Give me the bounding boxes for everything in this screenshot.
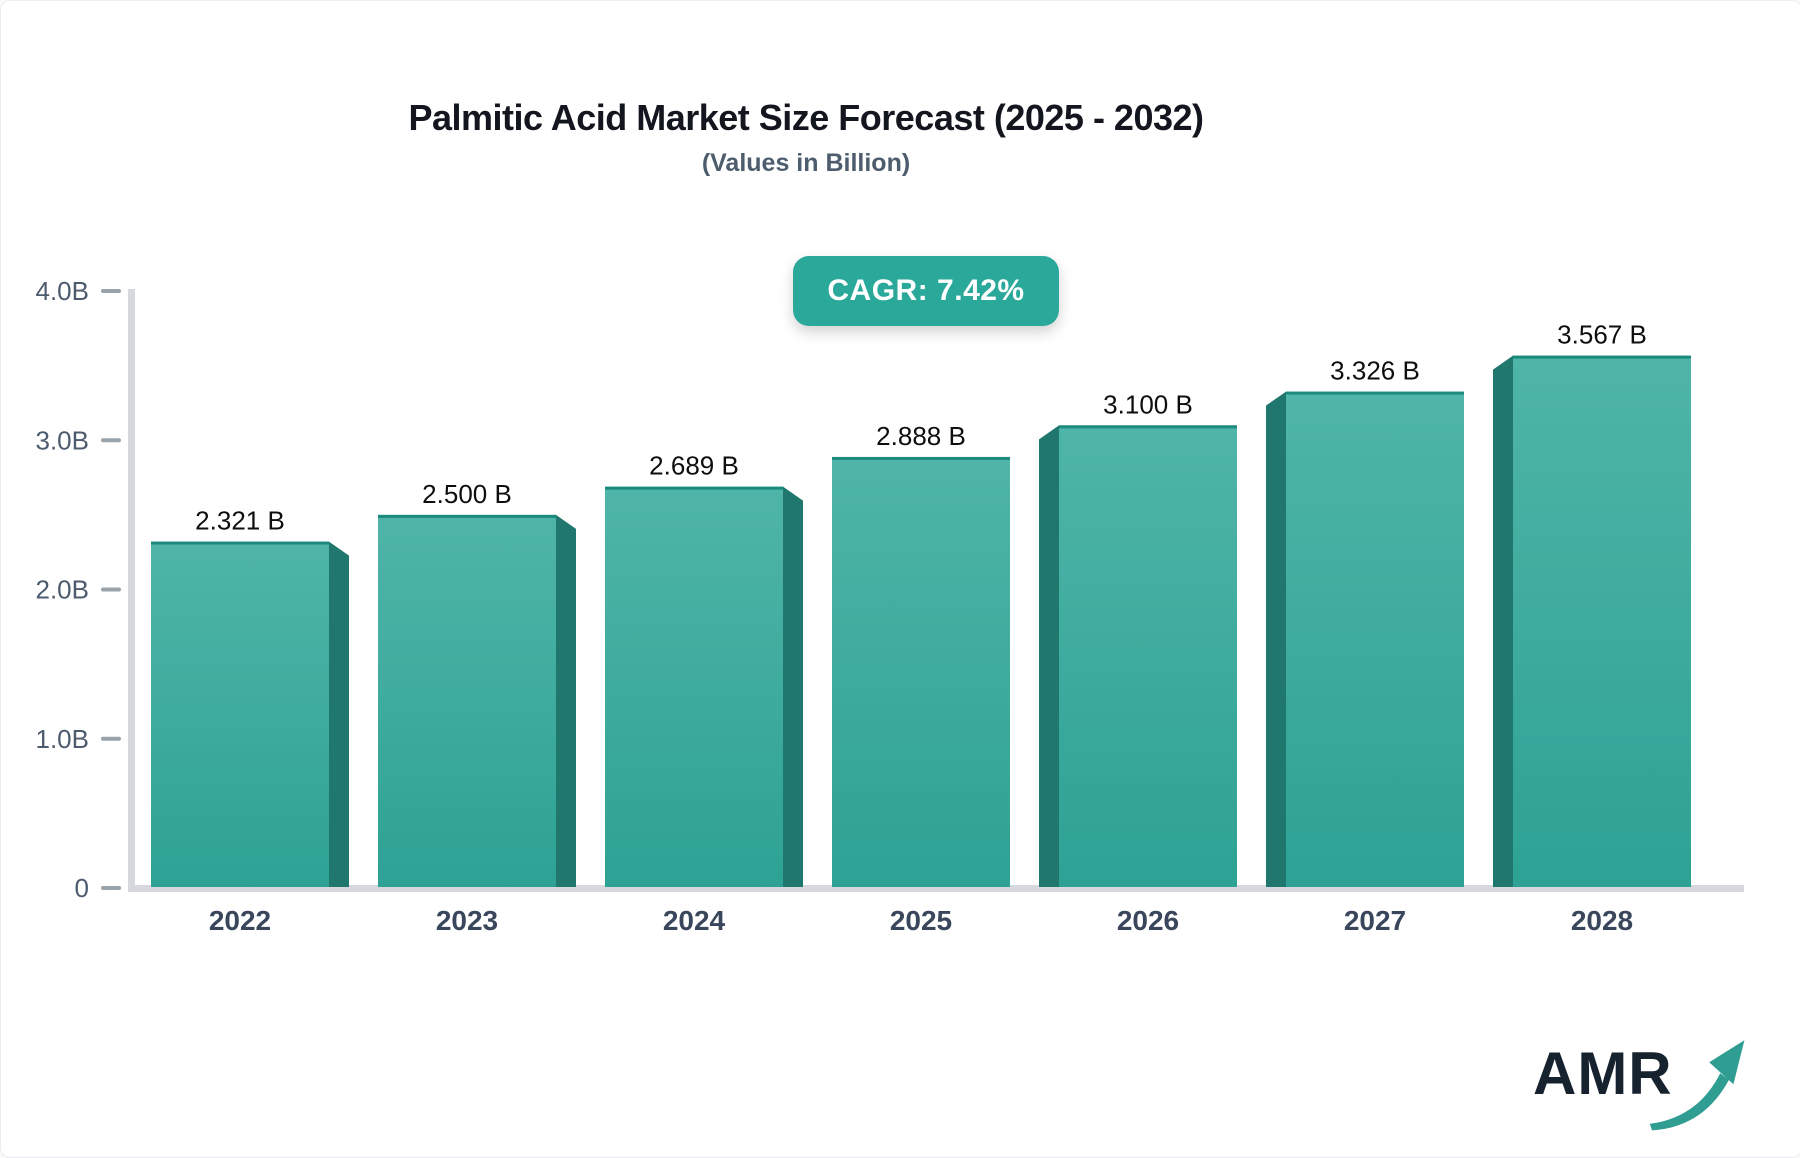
x-axis-label: 2023 — [436, 905, 498, 936]
bar-value-label: 2.689 B — [649, 451, 739, 481]
y-axis-line — [128, 289, 135, 892]
bar-value-label: 2.888 B — [876, 421, 966, 451]
bar-2023 — [378, 514, 556, 887]
cagr-badge: CAGR: 7.42% — [793, 256, 1059, 326]
bar-side-face — [1493, 355, 1513, 887]
bar-2026 — [1059, 425, 1237, 887]
bar-side-face — [1039, 425, 1059, 887]
bar-2025 — [832, 456, 1010, 887]
bar-top-edge — [1286, 391, 1464, 395]
amr-logo-text: AMR — [1533, 1040, 1673, 1107]
y-tick — [101, 736, 121, 741]
y-tick-label: 0 — [75, 873, 89, 903]
y-tick-label: 3.0B — [36, 425, 90, 455]
x-axis-label: 2027 — [1344, 905, 1406, 936]
bar-2027 — [1286, 391, 1464, 887]
y-tick-label: 2.0B — [36, 575, 90, 605]
bar-top-edge — [832, 456, 1010, 460]
bar-side-face — [783, 486, 803, 887]
x-axis-label: 2022 — [209, 905, 271, 936]
x-axis-line — [128, 885, 1744, 892]
y-tick-label: 1.0B — [36, 724, 90, 754]
bar-value-label: 3.326 B — [1330, 356, 1420, 386]
x-axis-label: 2026 — [1117, 905, 1179, 936]
bar-2024 — [605, 486, 783, 887]
bar-2028 — [1513, 355, 1691, 887]
x-axis-label: 2025 — [890, 905, 952, 936]
amr-logo: AMR — [1533, 1033, 1745, 1131]
bar-top-edge — [151, 541, 329, 545]
bar-value-label: 2.500 B — [422, 479, 512, 509]
y-tick — [101, 886, 121, 890]
growth-arrow-icon — [1649, 1040, 1745, 1131]
bar-top-edge — [605, 486, 783, 490]
bar-value-label: 2.321 B — [195, 506, 285, 536]
x-axis-label: 2028 — [1571, 905, 1633, 936]
y-tick-label: 4.0B — [36, 276, 90, 306]
bar-2022 — [151, 541, 329, 887]
bar-side-face — [329, 541, 349, 887]
chart-subtitle: (Values in Billion) — [701, 149, 911, 177]
bar-value-label: 3.100 B — [1103, 389, 1193, 419]
bar-top-edge — [1513, 355, 1691, 359]
bar-side-face — [556, 514, 576, 887]
y-tick — [101, 289, 121, 293]
bar-top-edge — [1059, 425, 1237, 429]
y-tick — [101, 438, 121, 443]
bar-side-face — [1266, 391, 1286, 887]
chart-title: Palmitic Acid Market Size Forecast (2025… — [408, 97, 1204, 138]
cagr-badge-label: CAGR: 7.42% — [827, 274, 1025, 307]
x-axis-label: 2024 — [663, 905, 726, 936]
bar-value-label: 3.567 B — [1557, 320, 1647, 350]
bar-top-edge — [378, 514, 556, 518]
y-tick — [101, 587, 121, 592]
